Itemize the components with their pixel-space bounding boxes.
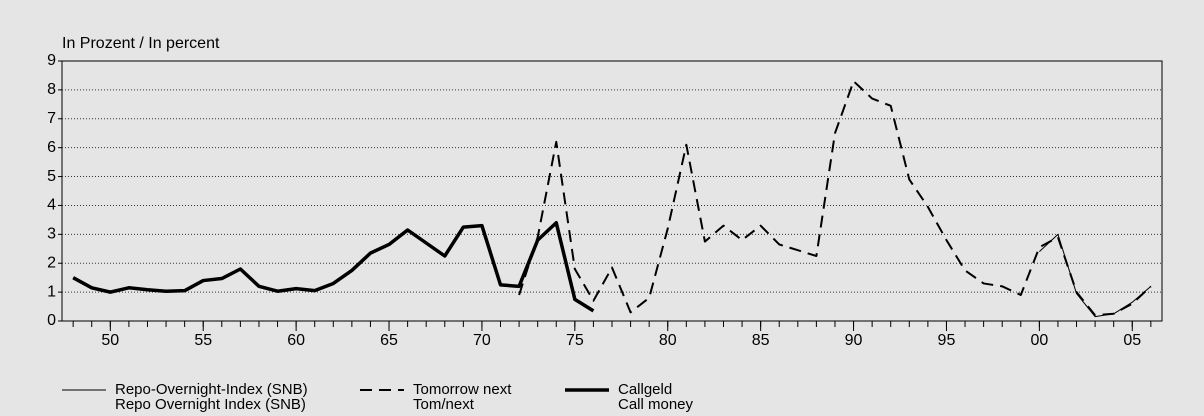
y-tick-label: 6 [47, 139, 56, 156]
x-tick-label: 80 [659, 332, 677, 349]
x-tick-label: 00 [1030, 332, 1048, 349]
y-axis-label: In Prozent / In percent [62, 35, 220, 52]
x-tick-label: 60 [287, 332, 305, 349]
y-tick-label: 4 [47, 197, 56, 214]
legend-label: Repo-Overnight-Index (SNB) Repo Overnigh… [115, 381, 308, 413]
legend-label: Callgeld Call money [618, 381, 694, 413]
x-tick-label: 75 [566, 332, 584, 349]
y-tick-label: 7 [47, 110, 56, 127]
x-tick-label: 70 [473, 332, 491, 349]
y-tick-label: 8 [47, 81, 56, 98]
legend-label: Tomorrow next Tom/next [413, 381, 512, 413]
y-tick-label: 1 [47, 283, 56, 300]
x-tick-label: 55 [194, 332, 212, 349]
y-tick-label: 9 [47, 52, 56, 69]
series-line [1039, 233, 1152, 318]
series-line [72, 221, 595, 313]
y-tick-label: 2 [47, 254, 56, 271]
plot-area [61, 60, 1163, 322]
x-tick-label: 65 [380, 332, 398, 349]
y-tick-label: 5 [47, 168, 56, 185]
x-tick-label: 50 [101, 332, 119, 349]
x-tick-label: 95 [938, 332, 956, 349]
y-tick-label: 3 [47, 226, 56, 243]
x-tick-label: 85 [752, 332, 770, 349]
y-tick-label: 0 [47, 312, 56, 329]
x-tick-label: 90 [845, 332, 863, 349]
series-line [518, 80, 1152, 317]
x-tick-label: 05 [1123, 332, 1141, 349]
